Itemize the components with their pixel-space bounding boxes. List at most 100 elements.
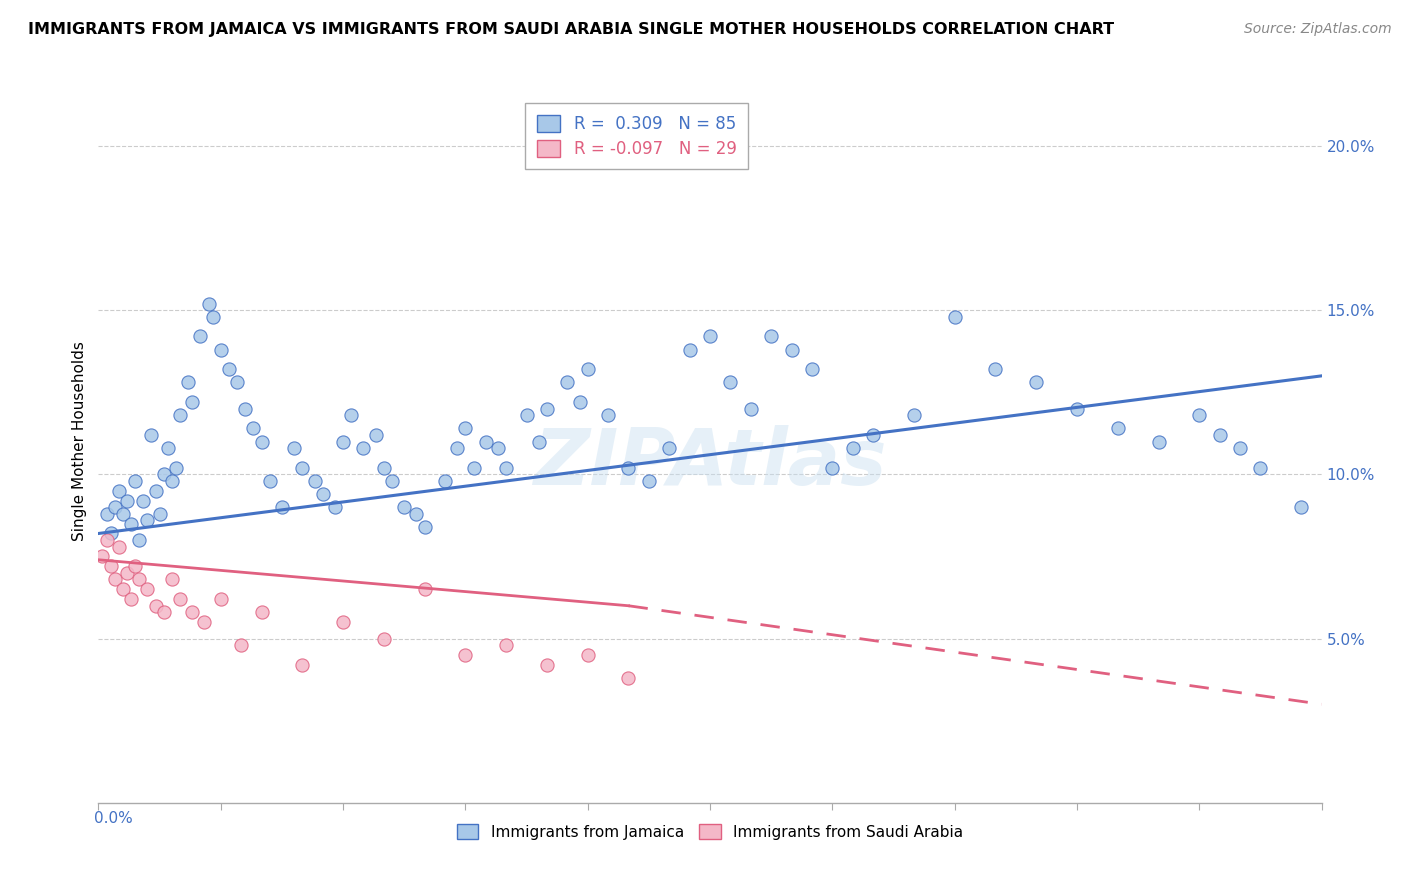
- Point: [862, 428, 884, 442]
- Point: [1291, 500, 1313, 515]
- Point: [160, 573, 183, 587]
- Point: [495, 638, 517, 652]
- Point: [516, 409, 538, 423]
- Point: [177, 376, 200, 390]
- Point: [699, 329, 721, 343]
- Point: [486, 441, 509, 455]
- Point: [270, 500, 294, 515]
- Y-axis label: Single Mother Households: Single Mother Households: [72, 342, 87, 541]
- Point: [100, 526, 122, 541]
- Point: [231, 638, 253, 652]
- Point: [332, 615, 354, 630]
- Point: [111, 582, 134, 597]
- Point: [1147, 434, 1170, 449]
- Text: ZIPAtlas: ZIPAtlas: [533, 425, 887, 501]
- Point: [136, 582, 159, 597]
- Point: [169, 409, 191, 423]
- Point: [136, 513, 159, 527]
- Point: [91, 549, 114, 564]
- Point: [413, 582, 436, 597]
- Point: [209, 592, 232, 607]
- Point: [124, 474, 146, 488]
- Point: [1249, 460, 1271, 475]
- Point: [568, 395, 591, 409]
- Point: [943, 310, 966, 324]
- Point: [169, 592, 191, 607]
- Point: [984, 362, 1007, 376]
- Point: [152, 605, 174, 619]
- Point: [454, 421, 477, 435]
- Point: [598, 409, 620, 423]
- Point: [181, 395, 204, 409]
- Point: [1229, 441, 1251, 455]
- Point: [434, 474, 457, 488]
- Point: [801, 362, 824, 376]
- Point: [576, 362, 599, 376]
- Point: [259, 474, 281, 488]
- Point: [1066, 401, 1088, 416]
- Point: [821, 460, 844, 475]
- Point: [209, 343, 232, 357]
- Point: [392, 500, 416, 515]
- Point: [1025, 376, 1047, 390]
- Point: [761, 329, 783, 343]
- Point: [536, 657, 558, 672]
- Point: [283, 441, 305, 455]
- Point: [132, 493, 155, 508]
- Point: [149, 507, 172, 521]
- Point: [780, 343, 803, 357]
- Point: [617, 671, 640, 685]
- Point: [145, 599, 167, 613]
- Point: [527, 434, 550, 449]
- Point: [841, 441, 863, 455]
- Point: [679, 343, 702, 357]
- Point: [718, 376, 742, 390]
- Point: [152, 467, 174, 482]
- Point: [291, 460, 314, 475]
- Point: [111, 507, 134, 521]
- Point: [291, 657, 314, 672]
- Point: [1209, 428, 1232, 442]
- Point: [188, 329, 212, 343]
- Point: [446, 441, 468, 455]
- Point: [617, 460, 640, 475]
- Point: [340, 409, 363, 423]
- Point: [364, 428, 387, 442]
- Point: [373, 460, 395, 475]
- Point: [250, 605, 273, 619]
- Point: [332, 434, 354, 449]
- Point: [201, 310, 224, 324]
- Point: [141, 428, 163, 442]
- Point: [104, 573, 127, 587]
- Text: Source: ZipAtlas.com: Source: ZipAtlas.com: [1244, 22, 1392, 37]
- Point: [312, 487, 335, 501]
- Point: [145, 483, 167, 498]
- Point: [233, 401, 256, 416]
- Point: [373, 632, 395, 646]
- Text: 0.0%: 0.0%: [94, 812, 134, 827]
- Point: [536, 401, 558, 416]
- Point: [128, 533, 150, 547]
- Point: [108, 540, 131, 554]
- Text: IMMIGRANTS FROM JAMAICA VS IMMIGRANTS FROM SAUDI ARABIA SINGLE MOTHER HOUSEHOLDS: IMMIGRANTS FROM JAMAICA VS IMMIGRANTS FR…: [28, 22, 1114, 37]
- Point: [454, 648, 477, 662]
- Point: [108, 483, 131, 498]
- Point: [124, 559, 146, 574]
- Point: [226, 376, 249, 390]
- Point: [165, 460, 187, 475]
- Point: [197, 296, 219, 310]
- Point: [100, 559, 122, 574]
- Point: [96, 507, 118, 521]
- Point: [474, 434, 498, 449]
- Point: [104, 500, 127, 515]
- Point: [193, 615, 215, 630]
- Point: [405, 507, 427, 521]
- Point: [740, 401, 762, 416]
- Legend: Immigrants from Jamaica, Immigrants from Saudi Arabia: Immigrants from Jamaica, Immigrants from…: [451, 818, 969, 846]
- Point: [637, 474, 661, 488]
- Point: [658, 441, 681, 455]
- Point: [181, 605, 204, 619]
- Point: [250, 434, 273, 449]
- Point: [242, 421, 264, 435]
- Point: [120, 516, 142, 531]
